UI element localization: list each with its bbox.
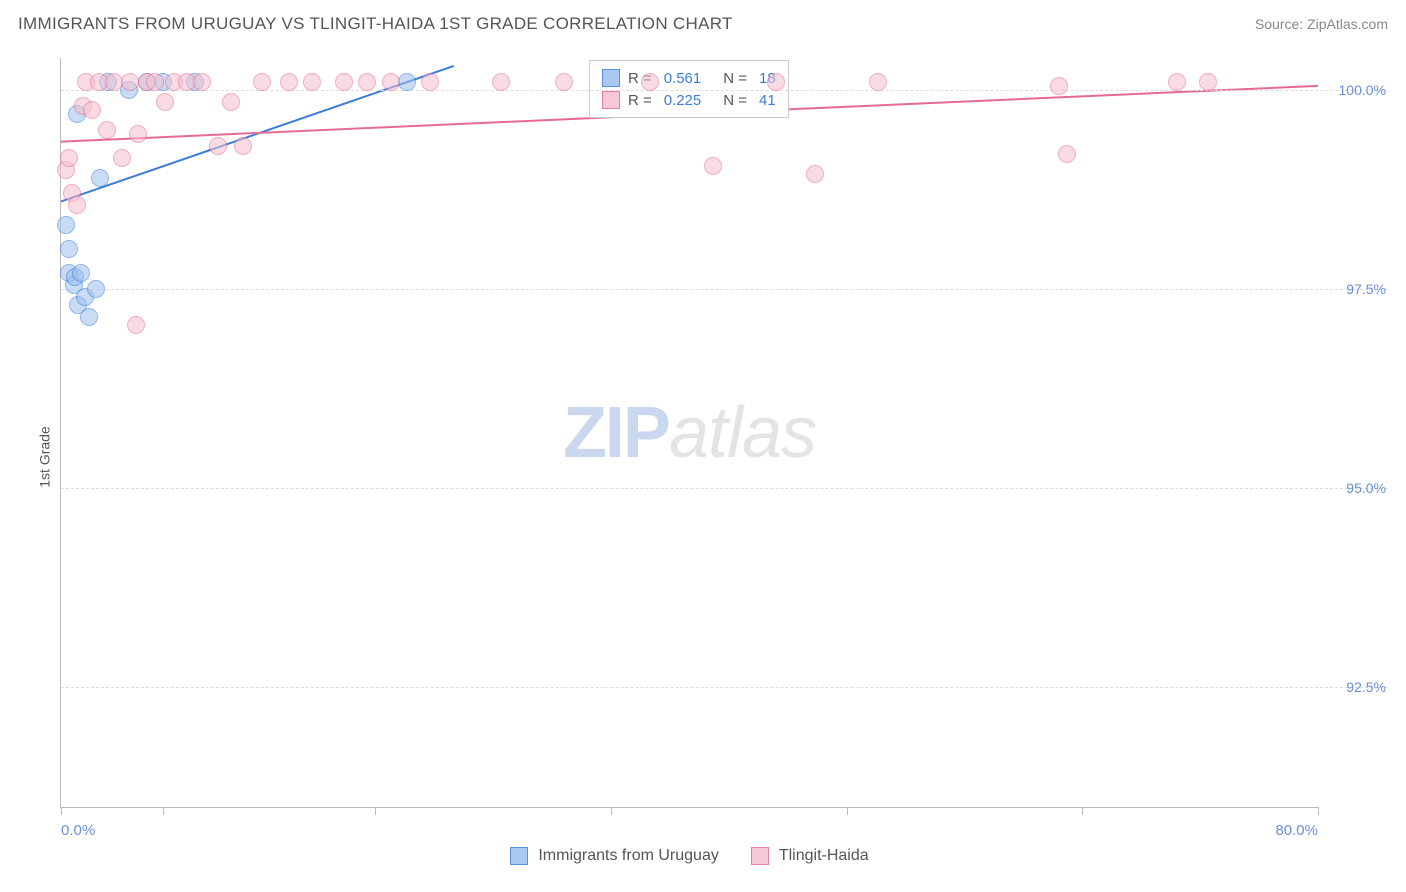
stats-swatch-uruguay [602,69,620,87]
point-tlingit [1050,77,1068,95]
xtick [375,807,376,815]
point-tlingit [60,149,78,167]
series-legend: Immigrants from Uruguay Tlingit-Haida [61,847,1318,865]
chart-source: Source: ZipAtlas.com [1255,16,1388,32]
point-tlingit [358,73,376,91]
watermark-atlas: atlas [669,393,816,473]
point-tlingit [492,73,510,91]
trend-lines [61,58,1318,807]
point-tlingit [209,137,227,155]
plot-area: ZIPatlas R =0.561N =18R =0.225N =41 Immi… [60,58,1318,808]
point-uruguay [60,240,78,258]
stats-row-uruguay: R =0.561N =18 [602,67,776,89]
gridline-h [61,488,1388,489]
gridline-h [61,687,1388,688]
point-uruguay [57,216,75,234]
legend-label-tlingit: Tlingit-Haida [779,847,869,865]
stats-row-tlingit: R = 0.225 N = 41 [602,89,776,111]
point-uruguay [91,169,109,187]
legend-item-tlingit: Tlingit-Haida [751,847,869,865]
legend-swatch-uruguay [510,847,528,865]
point-tlingit [1168,73,1186,91]
point-tlingit [806,165,824,183]
watermark-zip: ZIP [563,393,669,473]
legend-swatch-tlingit [751,847,769,865]
stats-R-value-tlingit: 0.225 [664,92,702,109]
point-uruguay [398,73,416,91]
stats-swatch-tlingit [602,91,620,109]
point-tlingit [127,316,145,334]
xtick [847,807,848,815]
point-tlingit [129,125,147,143]
point-tlingit [146,73,164,91]
chart-container: 1st Grade ZIPatlas R =0.561N =18R =0.225… [18,46,1388,868]
stats-N-label: N = [723,92,747,109]
xtick [611,807,612,815]
xtick [1318,807,1319,815]
point-tlingit [113,149,131,167]
point-tlingit [641,73,659,91]
point-tlingit [335,73,353,91]
legend-label-uruguay: Immigrants from Uruguay [538,847,719,865]
legend-item-uruguay: Immigrants from Uruguay [510,847,719,865]
point-tlingit [1199,73,1217,91]
point-uruguay [72,264,90,282]
ytick-label: 100.0% [1339,82,1386,98]
stats-R-value-uruguay: 0.561 [664,70,702,87]
y-axis-label: 1st Grade [37,426,53,487]
ytick-label: 92.5% [1346,679,1386,695]
stats-R-label: R = [628,92,652,109]
point-tlingit [253,73,271,91]
xtick [163,807,164,815]
point-tlingit [555,73,573,91]
point-tlingit [98,121,116,139]
point-tlingit [280,73,298,91]
xtick [61,807,62,815]
point-uruguay [87,280,105,298]
point-tlingit [382,73,400,91]
point-tlingit [767,73,785,91]
xtick-label: 0.0% [61,822,95,839]
xtick [1082,807,1083,815]
point-tlingit [193,73,211,91]
point-tlingit [704,157,722,175]
stats-N-label: N = [723,70,747,87]
point-tlingit [869,73,887,91]
point-tlingit [121,73,139,91]
point-tlingit [222,93,240,111]
point-uruguay [80,308,98,326]
point-tlingit [234,137,252,155]
point-tlingit [303,73,321,91]
stats-N-value-tlingit: 41 [759,92,776,109]
point-tlingit [156,93,174,111]
ytick-label: 95.0% [1346,480,1386,496]
point-tlingit [421,73,439,91]
ytick-label: 97.5% [1346,281,1386,297]
gridline-h [61,289,1388,290]
point-tlingit [68,196,86,214]
point-tlingit [1058,145,1076,163]
chart-title: IMMIGRANTS FROM URUGUAY VS TLINGIT-HAIDA… [18,14,733,34]
point-tlingit [83,101,101,119]
watermark: ZIPatlas [563,392,816,474]
xtick-label: 80.0% [1275,822,1318,839]
